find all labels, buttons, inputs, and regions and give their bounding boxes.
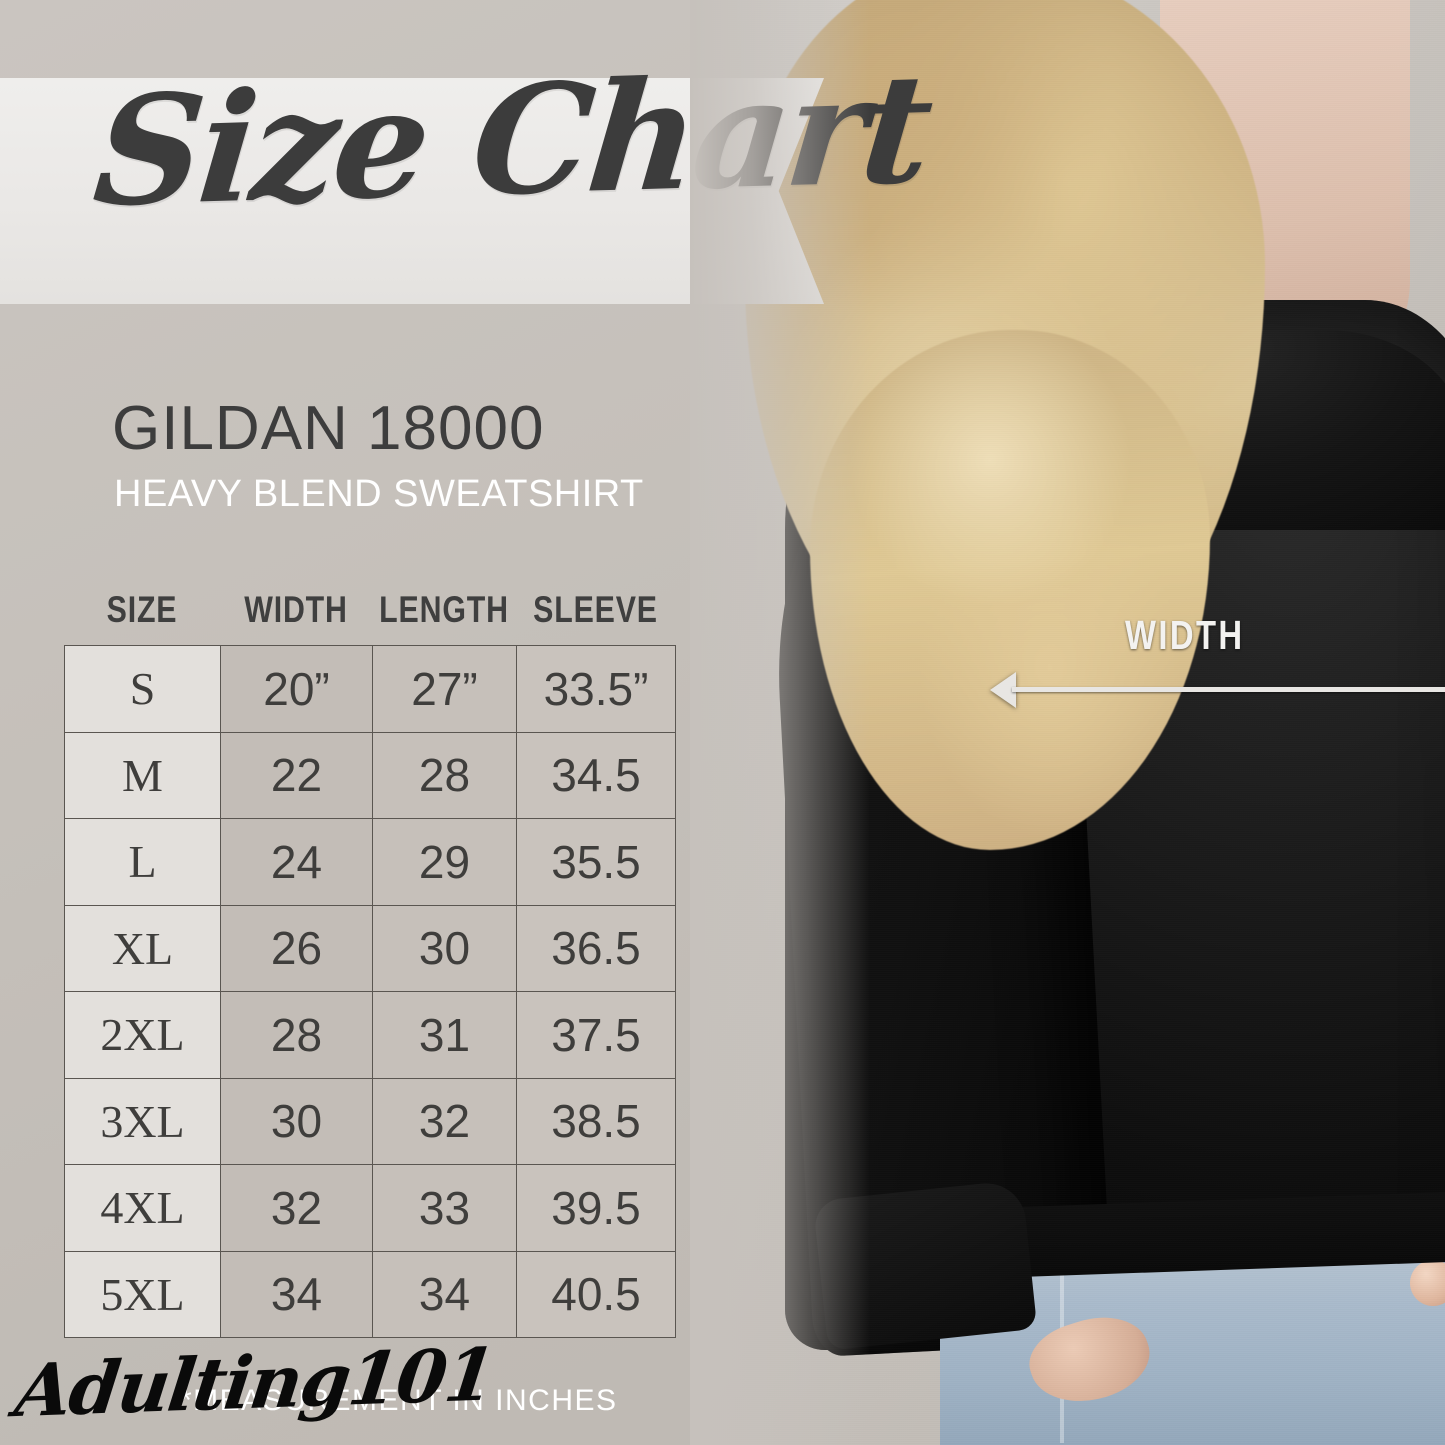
cell-sleeve: 38.5	[516, 1077, 676, 1165]
cell-sleeve: 40.5	[516, 1250, 676, 1338]
product-name: GILDAN 18000	[112, 394, 545, 463]
table-row: M 22 28 34.5	[64, 731, 676, 819]
cell-size: XL	[64, 904, 221, 992]
cell-width: 26	[220, 904, 373, 992]
cell-sleeve: 36.5	[516, 904, 676, 992]
measurement-units-note: *MEASUREMENT IN INCHES	[180, 1384, 618, 1417]
table-row: 3XL 30 32 38.5	[64, 1077, 676, 1165]
cell-width: 30	[220, 1077, 373, 1165]
table-column-headers: SIZE WIDTH LENGTH SLEEVE	[64, 584, 675, 636]
column-header-length: LENGTH	[379, 589, 509, 630]
cell-size: L	[64, 818, 221, 906]
size-chart-ribbon-banner	[0, 78, 824, 304]
cell-length: 32	[372, 1077, 517, 1165]
cell-width: 22	[220, 731, 373, 819]
cell-sleeve: 35.5	[516, 818, 676, 906]
cell-size: 3XL	[64, 1077, 221, 1165]
product-description: HEAVY BLEND SWEATSHIRT	[114, 473, 644, 515]
table-row: 5XL 34 34 40.5	[64, 1250, 676, 1338]
cell-sleeve: 37.5	[516, 991, 676, 1079]
column-header-size: SIZE	[106, 589, 178, 630]
cell-size: 2XL	[64, 991, 221, 1079]
photo-left-fade	[690, 0, 870, 1445]
table-row: XL 26 30 36.5	[64, 904, 676, 992]
cell-sleeve: 33.5”	[516, 645, 676, 733]
cell-length: 28	[372, 731, 517, 819]
cell-length: 33	[372, 1164, 517, 1252]
column-header-width: WIDTH	[244, 589, 348, 630]
table-row: 4XL 32 33 39.5	[64, 1164, 676, 1252]
cell-size: 5XL	[64, 1250, 221, 1338]
cell-size: M	[64, 731, 221, 819]
model-photo	[690, 0, 1445, 1445]
cell-width: 20”	[220, 645, 373, 733]
table-row: 2XL 28 31 37.5	[64, 991, 676, 1079]
cell-size: S	[64, 645, 221, 733]
size-table: S 20” 27” 33.5” M 22 28 34.5 L 24 29 35.…	[64, 645, 676, 1338]
cell-width: 28	[220, 991, 373, 1079]
cell-sleeve: 39.5	[516, 1164, 676, 1252]
cell-size: 4XL	[64, 1164, 221, 1252]
cell-sleeve: 34.5	[516, 731, 676, 819]
page-title: Size Chart	[87, 40, 936, 241]
cell-length: 34	[372, 1250, 517, 1338]
cell-width: 34	[220, 1250, 373, 1338]
size-table-body: S 20” 27” 33.5” M 22 28 34.5 L 24 29 35.…	[64, 645, 676, 1338]
width-annotation-label: WIDTH	[1125, 612, 1245, 658]
shop-watermark: Adulting101	[10, 1331, 499, 1434]
table-row: L 24 29 35.5	[64, 818, 676, 906]
cell-length: 30	[372, 904, 517, 992]
cell-width: 24	[220, 818, 373, 906]
cell-length: 29	[372, 818, 517, 906]
cell-length: 27”	[372, 645, 517, 733]
width-arrow-line	[1012, 687, 1445, 692]
jeans-button	[1410, 1260, 1445, 1306]
width-arrow-head-icon	[990, 672, 1016, 708]
table-row: S 20” 27” 33.5”	[64, 645, 676, 733]
cell-length: 31	[372, 991, 517, 1079]
cell-width: 32	[220, 1164, 373, 1252]
column-header-sleeve: SLEEVE	[533, 589, 658, 630]
width-measurement-annotation: WIDTH	[990, 612, 1445, 722]
